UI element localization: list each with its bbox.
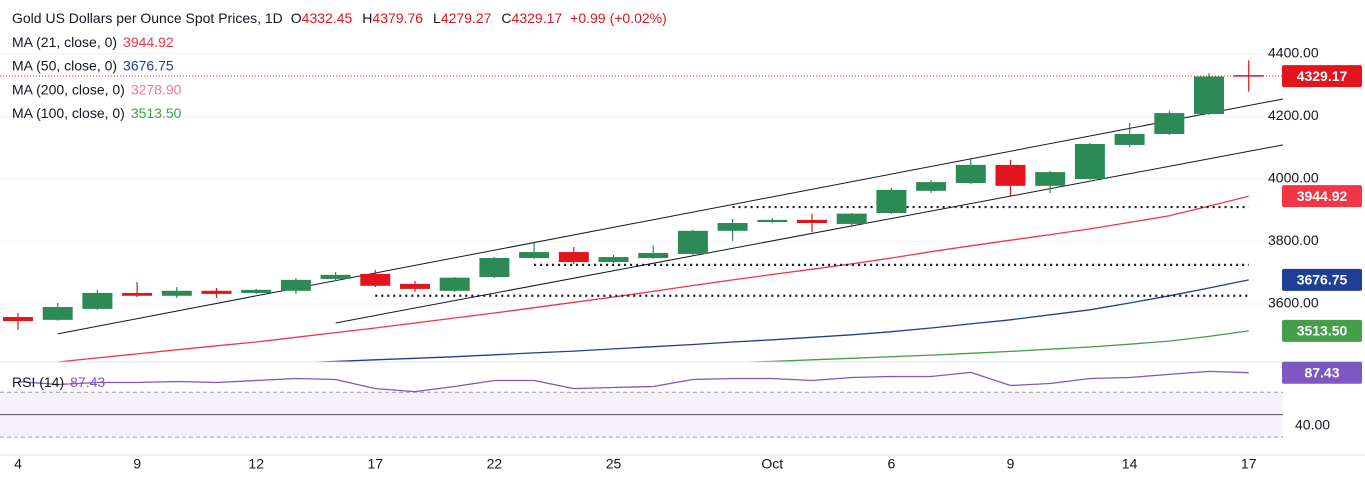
- rsi-badge: [1282, 361, 1362, 384]
- candle-body: [3, 317, 33, 322]
- candle-body: [598, 257, 629, 263]
- rsi-name: RSI (14): [12, 374, 64, 390]
- ma-legend: MA (21, close, 0) 3944.92: [12, 34, 174, 50]
- ma-legend: MA (100, close, 0) 3513.50: [12, 105, 182, 121]
- ma-value: 3944.92: [123, 34, 174, 50]
- ma-line: [302, 279, 1249, 362]
- y-tick-label: 4200.00: [1268, 107, 1319, 123]
- price-badge: [1282, 185, 1362, 208]
- x-tick-label: 4: [14, 456, 22, 472]
- y-tick-label: 4000.00: [1268, 170, 1319, 186]
- candle-body: [677, 230, 708, 254]
- ohlc-value: 4332.45: [302, 10, 353, 26]
- candle-body: [360, 273, 391, 286]
- header: Gold US Dollars per Ounce Spot Prices, 1…: [12, 10, 667, 26]
- x-tick-label: 12: [248, 456, 264, 472]
- axes: 3600.00 3800.00 4000.00 4200.00 4400.00 4329.…: [0, 45, 1365, 472]
- candle-body: [400, 283, 430, 289]
- x-tick-label: 6: [888, 456, 896, 472]
- candle-body: [836, 213, 867, 224]
- ma-value: 3676.75: [123, 57, 174, 73]
- ohlc-value: 4329.17: [512, 10, 563, 26]
- x-tick-label: 17: [1241, 456, 1257, 472]
- candle-body: [122, 292, 153, 296]
- candle-body: [280, 279, 311, 291]
- candle-body: [439, 277, 470, 291]
- y-tick-label: 3800.00: [1268, 232, 1319, 248]
- ma-line: [731, 330, 1249, 362]
- candle-body: [201, 290, 232, 294]
- ma-legend: MA (50, close, 0) 3676.75: [12, 57, 174, 73]
- x-tick-label: 25: [606, 456, 622, 472]
- y-tick-label: 4400.00: [1268, 45, 1319, 61]
- ma-legend: MA (200, close, 0) 3278.90: [12, 81, 182, 97]
- legend: RSI (14) 87.43 Gold US Dollars per Ounce S…: [12, 10, 667, 390]
- candle-body: [955, 164, 986, 184]
- ma-value: 3278.90: [131, 81, 182, 97]
- ma-name: MA (100, close, 0): [12, 105, 125, 121]
- price-badge: [1282, 319, 1362, 342]
- price-badge-label: 4329.17: [1297, 68, 1348, 84]
- ma-name: MA (200, close, 0): [12, 81, 125, 97]
- trend-line: [335, 144, 1283, 324]
- ma-name: MA (50, close, 0): [12, 57, 117, 73]
- x-tick-label: 22: [487, 456, 503, 472]
- trend-line: [57, 98, 1283, 335]
- price-badge: [1282, 268, 1362, 291]
- candle-body: [82, 292, 113, 309]
- x-tick-label: Oct: [761, 456, 783, 472]
- candle-body: [757, 219, 788, 223]
- candle-body: [638, 252, 669, 258]
- candle-body: [519, 252, 550, 258]
- rsi-tick-label: 40.00: [1295, 417, 1330, 433]
- candle-body: [320, 274, 351, 279]
- ohlc-label: H: [362, 10, 372, 26]
- ohlc-label: O: [291, 10, 302, 26]
- change-pct: (+0.02%): [610, 10, 667, 26]
- ohlc-label: L: [433, 10, 441, 26]
- candle-body: [876, 189, 907, 214]
- candle-body: [161, 290, 192, 296]
- y-tick-label: 3600.00: [1268, 295, 1319, 311]
- candle-body: [558, 252, 589, 263]
- chart-title: Gold US Dollars per Ounce Spot Prices, 1…: [12, 10, 283, 26]
- candle-body: [797, 219, 827, 224]
- price-panel: [0, 53, 1283, 362]
- x-tick-label: 9: [133, 456, 141, 472]
- candle-body: [241, 289, 272, 293]
- price-badge: [1282, 65, 1362, 88]
- candle-body: [916, 182, 947, 191]
- ohlc-label: C: [501, 10, 511, 26]
- rsi-line: [17, 370, 1249, 393]
- candle-body: [1154, 113, 1185, 134]
- candle-body: [1194, 76, 1224, 115]
- price-badge-label: 3944.92: [1297, 188, 1348, 204]
- rsi-legend: RSI (14) 87.43: [12, 374, 105, 390]
- rsi-badge-label: 87.43: [1304, 364, 1339, 380]
- candle-body: [42, 307, 73, 320]
- x-tick-label: 17: [368, 456, 384, 472]
- ma-line: [50, 195, 1249, 362]
- change: +0.99: [570, 10, 606, 26]
- x-tick-label: 14: [1122, 456, 1138, 472]
- ma-name: MA (21, close, 0): [12, 34, 117, 50]
- rsi-panel: [0, 370, 1283, 438]
- candle-body: [717, 223, 748, 231]
- candle-body: [1074, 143, 1105, 179]
- ohlc-value: 4379.76: [372, 10, 423, 26]
- ma-value: 3513.50: [131, 105, 182, 121]
- price-badge-label: 3513.50: [1297, 323, 1348, 339]
- ohlc-value: 4279.27: [441, 10, 492, 26]
- x-tick-label: 9: [1007, 456, 1015, 472]
- candle-body: [1114, 133, 1145, 145]
- rsi-value: 87.43: [70, 374, 105, 390]
- candle-body: [995, 164, 1026, 186]
- candle-body: [1035, 172, 1066, 186]
- price-badge-label: 3676.75: [1297, 272, 1348, 288]
- candle-body: [479, 257, 510, 278]
